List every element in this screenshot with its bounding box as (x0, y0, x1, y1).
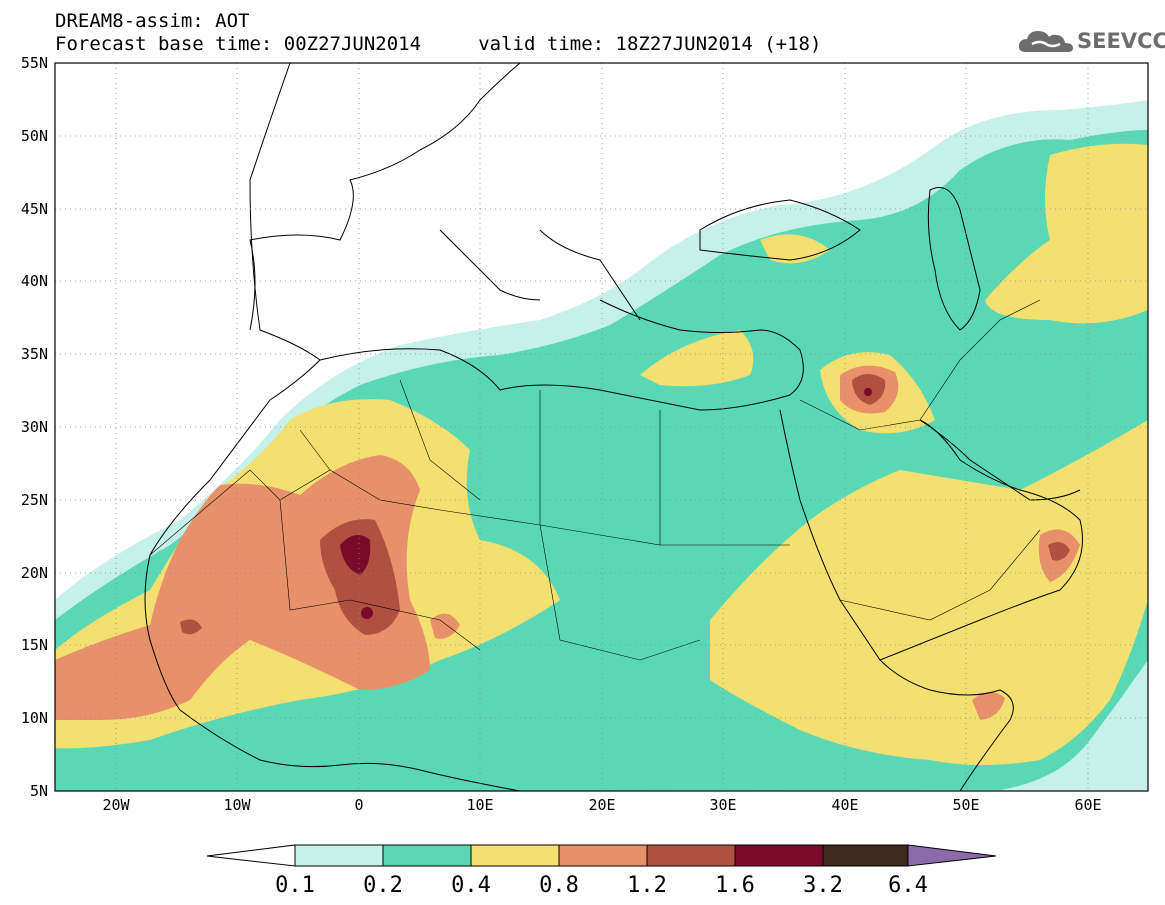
colorbar-swatch-3 (558, 844, 648, 867)
aot-level-1-6-oman (1055, 543, 1065, 553)
coast-west-africa (144, 63, 521, 791)
aot-level-1-2-senegal (180, 619, 202, 635)
map-frame (54, 62, 1149, 792)
colorbar-under-arrow (206, 844, 296, 867)
lat-label-25n: 25N (21, 491, 48, 509)
colorbar-swatch-5 (734, 844, 824, 867)
lon-label-0: 0 (354, 796, 363, 814)
coast-europe (249, 63, 641, 331)
aot-level-0-8-somalia (972, 691, 1005, 720)
coast-arabia-east (879, 419, 1083, 661)
lon-label-50e: 50E (952, 796, 979, 814)
colorbar-swatch-4 (646, 844, 736, 867)
lon-label-10w: 10W (223, 796, 251, 814)
coast-red-sea (779, 409, 1014, 791)
aot-level-1-6 (340, 535, 371, 575)
lat-label-55n: 55N (21, 54, 48, 72)
aot-field (55, 100, 1148, 791)
logo-text: SEEVCCC (1077, 29, 1165, 53)
lat-label-35n: 35N (21, 345, 48, 363)
seevccc-logo: SEEVCCC (1018, 26, 1165, 56)
forecast-times: Forecast base time: 00Z27JUN2014 valid t… (55, 33, 822, 55)
coast-persian-gulf (919, 419, 1081, 501)
colorbar-swatch-1 (382, 844, 472, 867)
lon-labels: 20W 10W 0 10E 20E 30E 40E 50E 60E (102, 796, 1101, 814)
colorbar-over-arrow (907, 844, 997, 867)
aot-level-0-4-east (710, 420, 1148, 765)
cb-label-4: 1.2 (627, 873, 667, 898)
lon-label-30e: 30E (709, 796, 736, 814)
lon-label-20w: 20W (102, 796, 130, 814)
aot-level-0-4-caspian (985, 143, 1148, 324)
colorbar-swatch-6 (822, 844, 909, 867)
lon-label-40e: 40E (831, 796, 858, 814)
lat-label-10n: 10N (21, 709, 48, 727)
lon-label-20e: 20E (588, 796, 615, 814)
lat-label-20n: 20N (21, 564, 48, 582)
cb-label-1: 0.2 (363, 873, 403, 898)
colorbar-swatch-2 (470, 844, 560, 867)
cb-label-2: 0.4 (451, 873, 491, 898)
aot-level-1-6-spot (361, 607, 373, 619)
cb-label-6: 3.2 (803, 873, 843, 898)
cloud-icon (1018, 31, 1073, 52)
lat-label-30n: 30N (21, 418, 48, 436)
aot-level-0-8-mali (430, 613, 460, 639)
aot-level-0-4-med (640, 330, 754, 387)
graticule (55, 63, 1148, 791)
aot-level-1-2 (320, 519, 400, 635)
lat-label-15n: 15N (21, 636, 48, 654)
colorbar (206, 844, 997, 867)
colorbar-swatch-0 (294, 844, 384, 867)
coast-black-sea (699, 199, 861, 261)
cb-label-3: 0.8 (539, 873, 579, 898)
aot-level-0-4-black-sea (760, 234, 830, 264)
coastlines (144, 63, 1083, 791)
cb-label-5: 1.6 (715, 873, 755, 898)
coast-caspian (927, 187, 981, 331)
chart-title: DREAM8-assim: AOT (55, 10, 250, 32)
lon-label-60e: 60E (1074, 796, 1101, 814)
colorbar-labels: 0.1 0.2 0.4 0.8 1.2 1.6 3.2 6.4 (275, 873, 928, 898)
lat-label-50n: 50N (21, 127, 48, 145)
aot-level-0-8-west (55, 455, 430, 720)
cb-label-7: 6.4 (888, 873, 928, 898)
lat-labels: 5N 10N 15N 20N 25N 30N 35N 40N 45N 50N 5… (21, 54, 48, 800)
lon-label-10e: 10E (466, 796, 493, 814)
lat-label-40n: 40N (21, 272, 48, 290)
lat-label-45n: 45N (21, 200, 48, 218)
lat-label-5n: 5N (30, 782, 48, 800)
aot-level-1-6-iraq (864, 388, 872, 396)
coast-mediterranean (319, 299, 804, 411)
cb-label-0: 0.1 (275, 873, 315, 898)
